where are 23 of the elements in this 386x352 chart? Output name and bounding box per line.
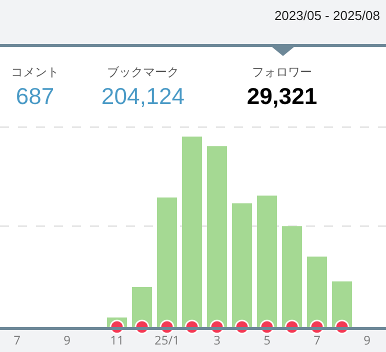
bar — [257, 196, 277, 327]
x-tick-label: 3 — [214, 331, 221, 348]
text: 29,321 — [246, 83, 318, 110]
x-tick-label: 25/1 — [154, 331, 180, 348]
text: 2023/05 - 2025/08 — [274, 8, 380, 23]
bar — [232, 203, 252, 327]
x-tick-label: 7 — [314, 331, 321, 348]
text: 687 — [14, 83, 56, 110]
text: 204,124 — [100, 83, 186, 110]
x-tick-label: 5 — [264, 331, 271, 348]
x-tick-label: 9 — [64, 331, 71, 348]
bar — [182, 136, 202, 327]
bar — [307, 256, 327, 327]
bar — [282, 226, 302, 327]
bar — [207, 146, 227, 327]
x-tick-label: 7 — [14, 331, 21, 348]
x-tick-label: 9 — [364, 331, 371, 348]
text: コメント — [10, 64, 60, 81]
text: ブックマーク — [106, 64, 180, 81]
bar — [332, 281, 352, 327]
text: フォロワー — [251, 64, 313, 81]
x-tick-label: 11 — [110, 331, 124, 348]
bar — [157, 198, 177, 327]
